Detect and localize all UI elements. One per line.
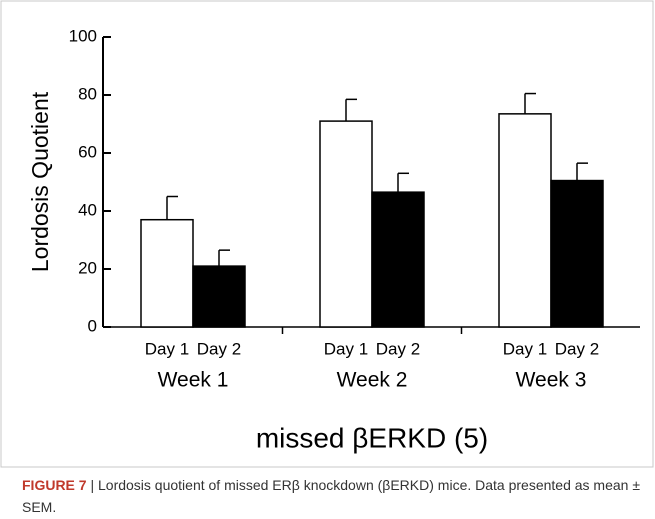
x-tick-label: Week 1 bbox=[158, 369, 229, 392]
x-axis-title: missed βERKD (5) bbox=[256, 422, 488, 453]
x-tick-label: Week 2 bbox=[337, 369, 408, 392]
bar bbox=[192, 265, 246, 328]
bar bbox=[140, 218, 194, 328]
y-tick-label: 80 bbox=[78, 84, 97, 103]
y-axis-title: Lordosis Quotient bbox=[27, 91, 53, 272]
caption: FIGURE 7 | Lordosis quotient of missed E… bbox=[22, 474, 642, 518]
y-tick-label: 40 bbox=[78, 200, 97, 219]
caption-label: FIGURE 7 bbox=[22, 477, 87, 493]
y-tick-label: 20 bbox=[78, 258, 97, 277]
y-tick-label: 100 bbox=[69, 26, 97, 45]
series-label: Day 1 bbox=[324, 339, 368, 358]
y-tick-label: 60 bbox=[78, 142, 97, 161]
series-label: Day 2 bbox=[376, 339, 420, 358]
x-tick-label: Week 3 bbox=[516, 369, 587, 392]
y-tick-label: 0 bbox=[88, 316, 97, 335]
series-label: Day 2 bbox=[555, 339, 599, 358]
series-label: Day 2 bbox=[197, 339, 241, 358]
chart: Lordosis Quotient missed βERKD (5) 0 20 40… bbox=[0, 0, 654, 468]
bar bbox=[498, 113, 552, 328]
caption-text: | Lordosis quotient of missed ERβ knockd… bbox=[22, 477, 641, 515]
frame bbox=[0, 0, 654, 468]
bar bbox=[319, 120, 373, 328]
bar bbox=[550, 179, 604, 328]
series-label: Day 1 bbox=[503, 339, 547, 358]
bar bbox=[371, 191, 425, 328]
series-label: Day 1 bbox=[145, 339, 189, 358]
